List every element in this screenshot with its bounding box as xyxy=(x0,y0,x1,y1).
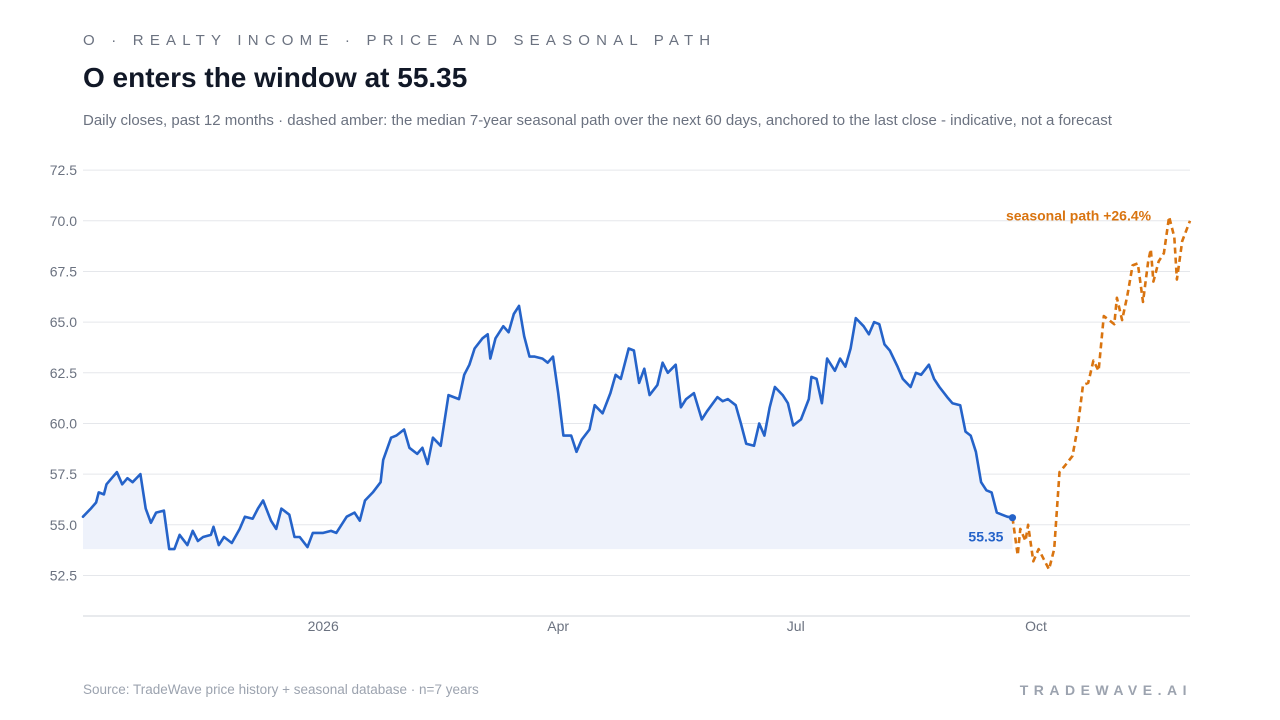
y-tick-label: 57.5 xyxy=(50,466,77,482)
x-tick-label: Apr xyxy=(547,618,569,634)
y-tick-label: 72.5 xyxy=(50,162,77,178)
source-note: Source: TradeWave price history + season… xyxy=(83,682,479,697)
last-close-dot xyxy=(1008,514,1017,522)
x-tick-label: Jul xyxy=(787,618,805,634)
y-tick-label: 62.5 xyxy=(50,365,77,381)
brand-logo: TRADEWAVE.AI xyxy=(1019,682,1192,698)
y-tick-label: 52.5 xyxy=(50,567,77,583)
y-tick-label: 70.0 xyxy=(50,213,77,229)
seasonal-path-label: seasonal path +26.4% xyxy=(1006,208,1152,224)
y-tick-label: 55.0 xyxy=(50,517,77,533)
seasonal-path-line xyxy=(1011,215,1192,571)
y-tick-label: 67.5 xyxy=(50,263,77,279)
price-line xyxy=(81,304,1014,551)
x-tick-label: 2026 xyxy=(308,618,339,634)
y-tick-label: 65.0 xyxy=(50,314,77,330)
y-tick-label: 60.0 xyxy=(50,415,77,431)
chart-title: O enters the window at 55.35 xyxy=(83,62,468,93)
chart-kicker: O · REALTY INCOME · PRICE AND SEASONAL P… xyxy=(83,32,717,49)
x-tick-label: Oct xyxy=(1025,618,1047,634)
last-close-label: 55.35 xyxy=(968,529,1003,545)
axes: 52.5 55.0 57.5 60.0 62.5 65.0 67.5 70.0 72.5 2026… xyxy=(50,162,1190,634)
price-area-fill xyxy=(83,305,1013,550)
chart-subtitle: Daily closes, past 12 months · dashed am… xyxy=(83,112,1112,129)
